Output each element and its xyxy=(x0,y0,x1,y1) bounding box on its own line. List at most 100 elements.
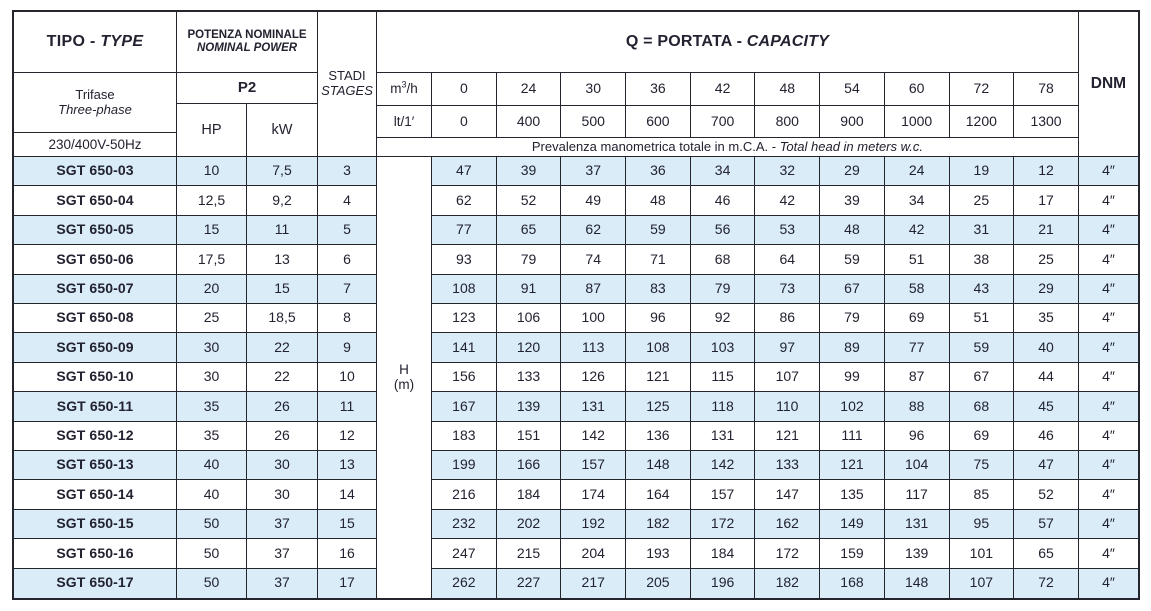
model-cell: SGT 650-12 xyxy=(14,421,177,451)
model-cell: SGT 650-05 xyxy=(14,215,177,246)
flow-lt-value: 0 xyxy=(432,106,497,138)
dnm-cell: 4″ xyxy=(1078,157,1138,187)
head-value-cell: 151 xyxy=(496,421,562,451)
head-value-cell: 67 xyxy=(949,362,1015,393)
model-cell: SGT 650-06 xyxy=(14,245,177,275)
head-value-cell: 95 xyxy=(949,509,1015,540)
flow-m3h-value: 36 xyxy=(626,73,691,106)
head-value-cell: 73 xyxy=(755,274,821,304)
head-note-cell: Prevalenza manometrica totale in m.C.A. … xyxy=(377,138,1079,157)
head-value-cell: 34 xyxy=(690,157,756,187)
head-value-cell: 96 xyxy=(884,421,950,451)
head-value-cell: 120 xyxy=(496,333,562,363)
head-value-cell: 113 xyxy=(561,333,627,363)
kw-cell: 37 xyxy=(247,509,318,540)
head-value-cell: 56 xyxy=(690,215,756,246)
head-value-cell: 34 xyxy=(884,186,950,216)
head-value-cell: 108 xyxy=(432,274,497,304)
head-value-cell: 69 xyxy=(949,421,1015,451)
head-value-cell: 40 xyxy=(1014,333,1079,363)
head-value-cell: 147 xyxy=(755,480,821,510)
kw-cell: 15 xyxy=(247,274,318,304)
head-value-cell: 64 xyxy=(755,245,821,275)
dnm-cell: 4″ xyxy=(1078,509,1138,540)
flow-lt-value: 1300 xyxy=(1014,106,1079,138)
head-value-cell: 101 xyxy=(949,539,1015,569)
stages-line2: STAGES xyxy=(321,83,373,98)
head-value-cell: 79 xyxy=(820,303,885,334)
dnm-cell: 4″ xyxy=(1078,274,1138,304)
head-value-cell: 262 xyxy=(432,568,497,598)
dnm-cell: 4″ xyxy=(1078,480,1138,510)
kw-cell: 11 xyxy=(247,215,318,246)
head-value-cell: 106 xyxy=(496,303,562,334)
kw-label: kW xyxy=(271,121,293,138)
kw-cell: 30 xyxy=(247,480,318,510)
flow-m3h-value: 42 xyxy=(690,73,756,106)
head-value-cell: 19 xyxy=(949,157,1015,187)
head-value-cell: 167 xyxy=(432,392,497,422)
head-value-cell: 199 xyxy=(432,450,497,481)
hp-cell: 35 xyxy=(177,392,247,422)
hp-cell: 25 xyxy=(177,303,247,334)
model-cell: SGT 650-03 xyxy=(14,157,177,187)
flow-m3h-value: 48 xyxy=(755,73,821,106)
dnm-cell: 4″ xyxy=(1078,363,1138,393)
flow-m3h-value: 24 xyxy=(496,73,562,106)
head-value-cell: 117 xyxy=(884,480,950,510)
head-value-cell: 100 xyxy=(561,303,627,334)
type-header-cell: TIPO - TYPE xyxy=(14,12,177,73)
head-value-cell: 111 xyxy=(820,421,885,451)
stages-cell: 6 xyxy=(318,245,377,275)
flow-lt-value: 500 xyxy=(561,106,627,138)
head-value-cell: 75 xyxy=(949,450,1015,481)
head-value-cell: 49 xyxy=(561,186,627,216)
head-value-cell: 182 xyxy=(626,509,691,540)
model-cell: SGT 650-17 xyxy=(14,568,177,598)
head-value-cell: 133 xyxy=(496,362,562,393)
head-value-cell: 118 xyxy=(690,392,756,422)
head-value-cell: 148 xyxy=(884,568,950,598)
hp-cell: 30 xyxy=(177,362,247,393)
head-value-cell: 232 xyxy=(432,509,497,540)
head-value-cell: 65 xyxy=(1014,539,1079,569)
stages-cell: 15 xyxy=(318,509,377,540)
hp-cell: 40 xyxy=(177,450,247,481)
stages-cell: 3 xyxy=(318,157,377,187)
stages-line1: STADI xyxy=(328,68,366,84)
kw-cell: 30 xyxy=(247,450,318,481)
head-value-cell: 29 xyxy=(1014,274,1079,304)
phase-header-cell: Trifase Three-phase xyxy=(14,73,177,133)
stages-cell: 7 xyxy=(318,274,377,304)
nominal-power-line2: NOMINAL POWER xyxy=(196,42,298,54)
capacity-header-cell: Q = PORTATA - CAPACITY xyxy=(377,12,1079,73)
head-value-cell: 24 xyxy=(884,157,950,187)
model-cell: SGT 650-13 xyxy=(14,450,177,481)
head-value-cell: 141 xyxy=(432,333,497,363)
head-value-cell: 88 xyxy=(884,392,950,422)
dnm-cell: 4″ xyxy=(1078,304,1138,334)
nominal-power-line1: POTENZA NOMINALE xyxy=(187,29,307,42)
flow-m3h-value: 78 xyxy=(1014,73,1079,106)
dnm-header-cell: DNM xyxy=(1078,12,1138,157)
model-cell: SGT 650-04 xyxy=(14,186,177,216)
head-value-cell: 121 xyxy=(820,450,885,481)
head-value-cell: 107 xyxy=(949,568,1015,598)
model-cell: SGT 650-11 xyxy=(14,392,177,422)
head-value-cell: 51 xyxy=(884,245,950,275)
head-value-cell: 133 xyxy=(755,450,821,481)
lt-unit-cell: lt/1′ xyxy=(377,106,432,138)
head-value-cell: 48 xyxy=(626,186,691,216)
head-value-cell: 110 xyxy=(755,392,821,422)
head-value-cell: 59 xyxy=(949,333,1015,363)
head-value-cell: 17 xyxy=(1014,186,1079,216)
head-value-cell: 159 xyxy=(820,539,885,569)
stages-cell: 11 xyxy=(318,392,377,422)
head-value-cell: 182 xyxy=(755,568,821,598)
hp-cell: 40 xyxy=(177,480,247,510)
model-cell: SGT 650-08 xyxy=(14,303,177,334)
head-value-cell: 157 xyxy=(690,480,756,510)
flow-lt-value: 700 xyxy=(690,106,756,138)
head-value-cell: 46 xyxy=(690,186,756,216)
model-cell: SGT 650-16 xyxy=(14,539,177,569)
